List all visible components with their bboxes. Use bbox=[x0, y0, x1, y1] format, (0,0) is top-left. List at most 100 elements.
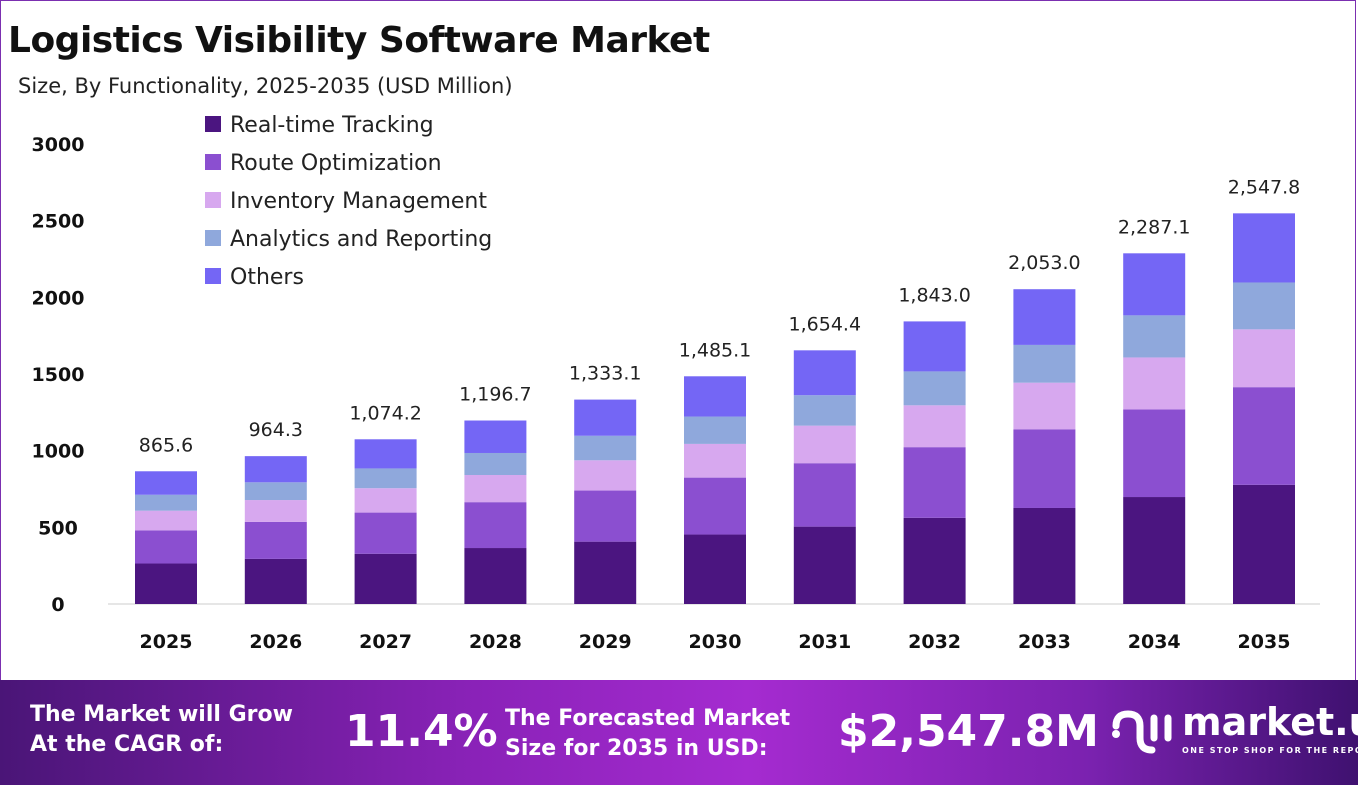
bar-segment-others bbox=[1123, 253, 1186, 316]
bar-segment-real-time-tracking bbox=[1233, 484, 1295, 604]
bar-segment-others bbox=[903, 321, 966, 372]
bar-segment-real-time-tracking bbox=[684, 534, 746, 604]
bar-segment-real-time-tracking bbox=[1123, 497, 1186, 604]
bar-segment-analytics-and-reporting bbox=[244, 482, 307, 501]
x-tick-label: 2030 bbox=[689, 631, 742, 653]
bar-segment-others bbox=[793, 350, 856, 396]
bar-segment-inventory-management bbox=[354, 488, 417, 513]
total-label: 1,843.0 bbox=[898, 284, 971, 306]
bar-segment-analytics-and-reporting bbox=[354, 468, 417, 489]
x-tick-label: 2029 bbox=[579, 631, 632, 653]
x-tick-label: 2032 bbox=[908, 631, 961, 653]
x-tick-label: 2026 bbox=[249, 631, 302, 653]
logo-tagline: ONE STOP SHOP FOR THE REPORTS bbox=[1182, 746, 1358, 755]
bar-segment-inventory-management bbox=[903, 405, 966, 448]
x-tick-label: 2033 bbox=[1018, 631, 1071, 653]
forecast-label-line: The Forecasted Market bbox=[505, 706, 791, 731]
bar-segment-analytics-and-reporting bbox=[1013, 344, 1076, 383]
bar-segment-route-optimization bbox=[684, 477, 746, 535]
y-tick-label: 0 bbox=[51, 594, 64, 616]
bar-segment-inventory-management bbox=[1233, 329, 1295, 388]
bar-segment-real-time-tracking bbox=[903, 517, 966, 604]
bar-segment-inventory-management bbox=[574, 460, 637, 491]
total-label: 1,333.1 bbox=[569, 363, 642, 385]
bar-segment-analytics-and-reporting bbox=[464, 452, 527, 476]
bar-segment-inventory-management bbox=[244, 500, 307, 522]
legend-label: Others bbox=[230, 265, 304, 290]
legend-swatch bbox=[205, 192, 221, 208]
x-tick-label: 2031 bbox=[798, 631, 851, 653]
legend-label: Inventory Management bbox=[230, 189, 487, 214]
bar-segment-others bbox=[244, 456, 307, 483]
bar-segment-route-optimization bbox=[793, 463, 856, 527]
bar-segment-real-time-tracking bbox=[793, 526, 856, 604]
legend-swatch bbox=[205, 154, 221, 170]
cagr-label-line: At the CAGR of: bbox=[30, 732, 224, 757]
bar-segment-analytics-and-reporting bbox=[574, 435, 637, 461]
logo-name: market.us bbox=[1182, 700, 1358, 744]
y-tick-label: 2500 bbox=[32, 211, 85, 233]
forecast-label-line: Size for 2035 in USD: bbox=[505, 736, 768, 761]
chart-title: Logistics Visibility Software Market bbox=[8, 20, 710, 61]
x-tick-label: 2034 bbox=[1128, 631, 1181, 653]
bar-segment-real-time-tracking bbox=[244, 558, 307, 604]
bar-segment-inventory-management bbox=[1013, 382, 1076, 430]
bar-segment-inventory-management bbox=[793, 425, 856, 464]
bar-segment-real-time-tracking bbox=[135, 563, 197, 604]
bar-segment-route-optimization bbox=[135, 530, 197, 564]
cagr-label: The Market will Grow At the CAGR of: bbox=[30, 700, 293, 760]
bar-segment-route-optimization bbox=[1123, 409, 1186, 498]
bar-segment-analytics-and-reporting bbox=[903, 371, 966, 406]
bar-segment-inventory-management bbox=[1123, 357, 1186, 410]
total-label: 964.3 bbox=[249, 419, 303, 441]
bar-segment-route-optimization bbox=[574, 490, 637, 542]
bar-segment-real-time-tracking bbox=[1013, 507, 1076, 604]
y-tick-label: 3000 bbox=[32, 134, 85, 156]
bar-segment-route-optimization bbox=[1013, 429, 1076, 508]
legend-label: Route Optimization bbox=[230, 151, 442, 176]
bar-segment-analytics-and-reporting bbox=[793, 395, 856, 426]
y-tick-label: 2000 bbox=[32, 287, 85, 309]
bar-segment-route-optimization bbox=[464, 502, 527, 549]
bar-segment-real-time-tracking bbox=[464, 548, 527, 604]
bar-segment-real-time-tracking bbox=[574, 541, 637, 604]
bar-segment-real-time-tracking bbox=[354, 553, 417, 604]
bar-segment-others bbox=[135, 471, 197, 495]
bar-segment-others bbox=[354, 439, 417, 469]
x-tick-label: 2025 bbox=[140, 631, 193, 653]
bar-segment-others bbox=[1233, 213, 1295, 283]
x-tick-label: 2035 bbox=[1238, 631, 1291, 653]
total-label: 2,053.0 bbox=[1008, 252, 1081, 274]
total-label: 1,196.7 bbox=[459, 384, 532, 406]
logo-icon bbox=[1112, 710, 1172, 754]
bar-segment-others bbox=[574, 399, 637, 436]
bar-segment-route-optimization bbox=[354, 512, 417, 554]
bar-segment-others bbox=[464, 420, 527, 453]
bar-segment-route-optimization bbox=[244, 521, 307, 559]
total-label: 1,074.2 bbox=[349, 402, 422, 424]
y-tick-label: 1000 bbox=[32, 441, 85, 463]
y-tick-label: 1500 bbox=[32, 364, 85, 386]
legend-swatch bbox=[205, 230, 221, 246]
legend-swatch bbox=[205, 116, 221, 132]
forecast-value: $2,547.8M bbox=[838, 706, 1099, 757]
stacked-bar-chart: 0 500 1000 1500 2000 2500 3000 865.6 2025 964.3 20… bbox=[32, 113, 1320, 653]
bar-segment-others bbox=[684, 376, 746, 417]
bar-segment-analytics-and-reporting bbox=[1123, 315, 1186, 358]
chart-subtitle: Size, By Functionality, 2025-2035 (USD M… bbox=[18, 74, 513, 98]
total-label: 865.6 bbox=[139, 434, 193, 456]
bar-segment-analytics-and-reporting bbox=[135, 494, 197, 511]
bar-segment-inventory-management bbox=[684, 443, 746, 478]
bar-segment-route-optimization bbox=[1233, 387, 1295, 485]
total-label: 2,547.8 bbox=[1228, 176, 1301, 198]
cagr-value: 11.4% bbox=[345, 706, 498, 757]
legend-swatch bbox=[205, 268, 221, 284]
bar-segment-others bbox=[1013, 289, 1076, 345]
legend-label: Analytics and Reporting bbox=[230, 227, 492, 252]
bar-segment-inventory-management bbox=[135, 510, 197, 531]
bar-segment-analytics-and-reporting bbox=[1233, 282, 1295, 330]
cagr-label-line: The Market will Grow bbox=[30, 702, 293, 727]
x-tick-label: 2028 bbox=[469, 631, 522, 653]
total-label: 1,654.4 bbox=[789, 313, 862, 335]
total-label: 2,287.1 bbox=[1118, 216, 1191, 238]
